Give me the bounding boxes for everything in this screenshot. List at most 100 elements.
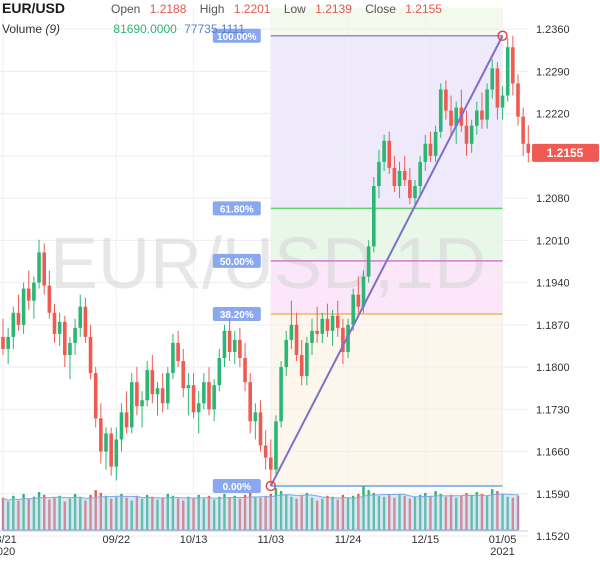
volume-bar: [48, 499, 51, 530]
candle-body: [202, 382, 206, 404]
candle-body: [438, 89, 443, 132]
volume-bar: [43, 494, 46, 530]
candle-body: [145, 370, 149, 401]
fib-level-badge: [212, 201, 261, 216]
candle-body: [299, 354, 304, 377]
fib-trendline: [269, 35, 504, 487]
fib-zone: [270, 260, 503, 314]
last-price-badge: [532, 143, 599, 162]
volume-bar: [187, 496, 190, 530]
fib-level-badge: [212, 306, 261, 321]
fib-level-label: 100.00%: [217, 32, 257, 43]
candle-body: [88, 336, 93, 374]
volume-bar: [68, 498, 72, 530]
volume-bar: [182, 500, 185, 530]
low-value: 1.2139: [315, 2, 352, 16]
time-tick-year: 2020: [0, 546, 15, 558]
open-value: 1.2188: [149, 2, 187, 16]
time-tick-label: 08/21: [0, 534, 17, 546]
candle-body: [135, 382, 139, 407]
volume-bar: [352, 495, 355, 530]
low-label: Low: [283, 2, 306, 16]
candle-body: [171, 342, 175, 374]
candle-body: [330, 315, 335, 331]
volume-label: Volume: [2, 22, 43, 36]
candle-body: [227, 330, 232, 352]
volume-bar: [269, 493, 272, 530]
candle-body: [284, 339, 289, 368]
fib-level-label: 50.00%: [220, 257, 254, 268]
candle-body: [176, 342, 180, 362]
candle-body: [73, 327, 77, 343]
volume-bar: [32, 496, 36, 530]
time-tick-label: 09/22: [103, 534, 131, 546]
candle-body: [26, 288, 31, 301]
volume-bar: [84, 500, 87, 530]
volume-bar: [125, 497, 128, 530]
candle-body: [21, 288, 26, 325]
candle-body: [315, 330, 319, 334]
fib-trendline[interactable]: [265, 30, 508, 492]
price-tick-label: 1.1870: [536, 320, 570, 332]
volume-bar: [393, 497, 396, 530]
candle-body: [485, 89, 489, 120]
candle-body: [129, 382, 134, 428]
volume-bar: [315, 500, 319, 530]
candle-body: [475, 110, 479, 126]
volume-bar: [465, 492, 468, 530]
candle-body: [166, 373, 170, 404]
volume-bar: [63, 501, 66, 530]
candle-body: [196, 403, 201, 413]
volume-bar: [146, 494, 149, 530]
open-label: Open: [111, 2, 141, 16]
candle-body: [217, 358, 222, 386]
candle-body: [464, 125, 469, 144]
volume-bar: [331, 496, 334, 530]
candle-body: [253, 412, 258, 422]
volume-bar: [408, 498, 412, 530]
volume-bar: [115, 496, 118, 530]
price-tick-label: 1.2080: [536, 193, 570, 205]
candle-body: [449, 110, 453, 126]
fib-levels: 100.00% 61.80% 50.00% 38.20% 0.00%: [212, 28, 503, 493]
volume-bar: [367, 490, 370, 530]
time-axis: 08/212020 09/22 10/13 11/03 11/24 12/15 01/052…: [0, 530, 528, 558]
candle-body: [104, 433, 108, 452]
volume-bar: [295, 498, 298, 530]
volume-bar: [418, 494, 422, 530]
volume-bar: [135, 495, 139, 530]
candle-body: [408, 179, 412, 199]
close-value: 1.2155: [405, 2, 442, 16]
fib-zones: [270, 8, 503, 486]
candle-body: [99, 418, 103, 452]
volume-bar: [17, 500, 20, 530]
price-tick-label: 1.1940: [536, 278, 570, 290]
symbol-name: EUR/USD: [2, 0, 66, 16]
volume-bar: [290, 496, 293, 530]
candle-body: [392, 167, 397, 187]
price-tick-label: 1.1730: [536, 404, 570, 416]
ohlc-readout: Open 1.2188 High 1.2201 Low 1.2139 Close…: [111, 2, 442, 16]
fib-level-label: 61.80%: [220, 204, 254, 215]
candle-body: [6, 336, 10, 349]
volume-bar: [259, 497, 262, 530]
volume-bar: [53, 497, 56, 530]
volume-bar: [480, 493, 484, 530]
candle-body: [150, 370, 155, 395]
volume-bar: [341, 494, 345, 530]
fib-zone-extension: [270, 8, 503, 36]
candle-body: [413, 186, 417, 199]
volume-bar: [6, 501, 10, 530]
price-tick-label: 1.2220: [536, 109, 570, 121]
candle-body: [505, 47, 510, 96]
candle-body: [454, 107, 458, 126]
price-axis: 1.23601.22901.22201.21501.20801.20101.19…: [532, 24, 599, 543]
candle-body: [469, 125, 474, 144]
time-tick-label: 11/24: [335, 534, 362, 546]
candle-body: [382, 140, 386, 162]
volume-bar: [444, 496, 448, 530]
candle-body: [238, 339, 242, 359]
candle-body: [423, 143, 428, 162]
